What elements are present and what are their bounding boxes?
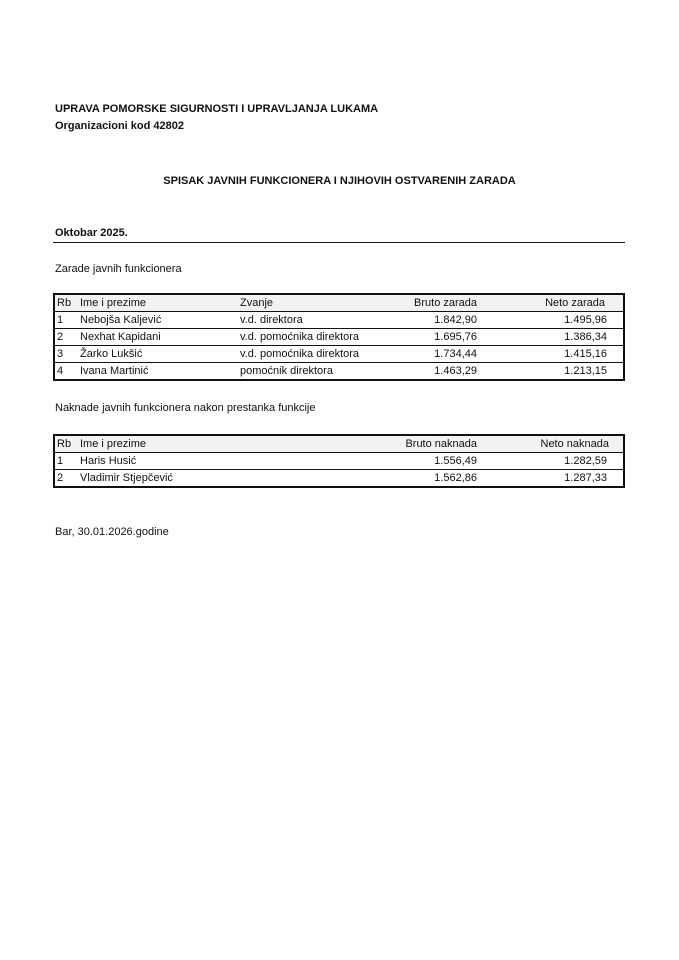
table-cell: 1.282,59: [479, 452, 624, 470]
table-row: 4 Ivana Martinić pomoćnik direktora 1.463,2…: [54, 363, 624, 381]
table-row: 1 Haris Husić 1.556,49 1.282,59: [54, 452, 624, 470]
salaries-table: Rb Ime i prezime Zvanje Bruto zarada Net…: [53, 293, 625, 381]
salaries-caption: Zarade javnih funkcionera: [55, 263, 182, 275]
column-header: Rb: [54, 435, 78, 453]
compensations-table: Rb Ime i prezime Bruto naknada Neto nakn…: [53, 434, 625, 488]
organization-name: UPRAVA POMORSKE SIGURNOSTI I UPRAVLJANJA…: [55, 103, 379, 115]
table-cell: Žarko Lukšić: [78, 345, 238, 363]
column-header: Neto naknada: [479, 435, 624, 453]
column-header: Bruto zarada: [383, 294, 479, 312]
table-cell: 1.842,90: [383, 311, 479, 329]
table-cell: 2: [54, 328, 78, 346]
table-header-row: Rb Ime i prezime Zvanje Bruto zarada Net…: [54, 294, 624, 312]
table-cell: 1.287,33: [564, 472, 607, 484]
table-cell: Vladimir Stjepčević: [80, 472, 173, 484]
compensations-caption: Naknade javnih funkcionera nakon prestan…: [55, 402, 316, 414]
column-header: Ime i prezime: [78, 294, 238, 312]
table-cell: 1: [54, 452, 78, 470]
table-cell: pomoćnik direktora: [240, 365, 333, 377]
table-cell: Nebojša Kaljević: [78, 311, 238, 329]
table-header-row: Rb Ime i prezime Bruto naknada Neto nakn…: [54, 435, 624, 453]
table-cell: v.d. pomoćnika direktora: [238, 345, 383, 363]
table-cell: v.d. direktora: [238, 311, 383, 329]
place-date: Bar, 30.01.2026.godine: [55, 526, 169, 538]
table-row: 2 Vladimir Stjepčević 1.562,86 1.287,33: [54, 470, 624, 488]
table-cell: Haris Husić: [78, 452, 383, 470]
table-cell: 2: [57, 472, 64, 484]
table-cell: 3: [54, 345, 78, 363]
column-header: Ime i prezime: [78, 435, 383, 453]
table-cell: 1.495,96: [479, 311, 624, 329]
column-header: Neto zarada: [479, 294, 624, 312]
column-header: Rb: [54, 294, 78, 312]
table-row: 1 Nebojša Kaljević v.d. direktora 1.842,90 1…: [54, 311, 624, 329]
table-cell: 1.734,44: [383, 345, 479, 363]
table-cell: 4: [57, 365, 64, 377]
table-cell: 1.386,34: [479, 328, 624, 346]
document-title: SPISAK JAVNIH FUNKCIONERA I NJIHOVIH OST…: [163, 175, 516, 187]
table-cell: 1.463,29: [434, 365, 477, 377]
column-header: Bruto naknada: [383, 435, 479, 453]
table-cell: 1.556,49: [383, 452, 479, 470]
table-cell: v.d. pomoćnika direktora: [238, 328, 383, 346]
table-cell: Ivana Martinić: [80, 365, 149, 377]
table-cell: 1.562,86: [434, 472, 477, 484]
table-cell: 1.213,15: [564, 365, 607, 377]
organization-code: Organizacioni kod 42802: [55, 120, 184, 132]
table-cell: Nexhat Kapidani: [78, 328, 238, 346]
table-row: 3 Žarko Lukšić v.d. pomoćnika direktora 1.7…: [54, 345, 624, 363]
table-cell: 1: [54, 311, 78, 329]
period: Oktobar 2025.: [55, 227, 128, 239]
table-row: 2 Nexhat Kapidani v.d. pomoćnika direktora…: [54, 328, 624, 346]
table-cell: 1.415,16: [479, 345, 624, 363]
divider: [53, 242, 625, 243]
column-header: Zvanje: [238, 294, 383, 312]
table-cell: 1.695,76: [383, 328, 479, 346]
